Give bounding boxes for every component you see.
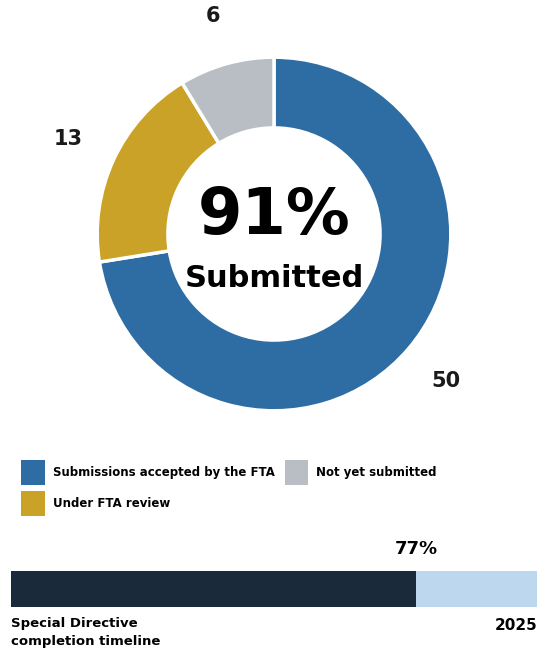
Wedge shape — [182, 57, 274, 144]
Text: 77%: 77% — [395, 540, 438, 558]
Text: 91%: 91% — [198, 185, 350, 247]
Wedge shape — [99, 57, 451, 411]
Text: 50: 50 — [432, 370, 461, 391]
Text: Submissions accepted by the FTA: Submissions accepted by the FTA — [53, 466, 275, 479]
Bar — [11, 571, 537, 607]
Text: Submitted: Submitted — [184, 264, 364, 292]
Bar — [21, 460, 45, 485]
Text: 2025: 2025 — [494, 618, 537, 632]
Wedge shape — [97, 83, 219, 262]
Bar — [11, 571, 416, 607]
Text: Special Directive
completion timeline: Special Directive completion timeline — [11, 618, 161, 647]
Bar — [21, 491, 45, 516]
Text: Under FTA review: Under FTA review — [53, 497, 170, 510]
Text: 6: 6 — [206, 6, 220, 26]
Text: 13: 13 — [54, 129, 83, 149]
Text: Not yet submitted: Not yet submitted — [316, 466, 437, 479]
Bar — [284, 460, 308, 485]
